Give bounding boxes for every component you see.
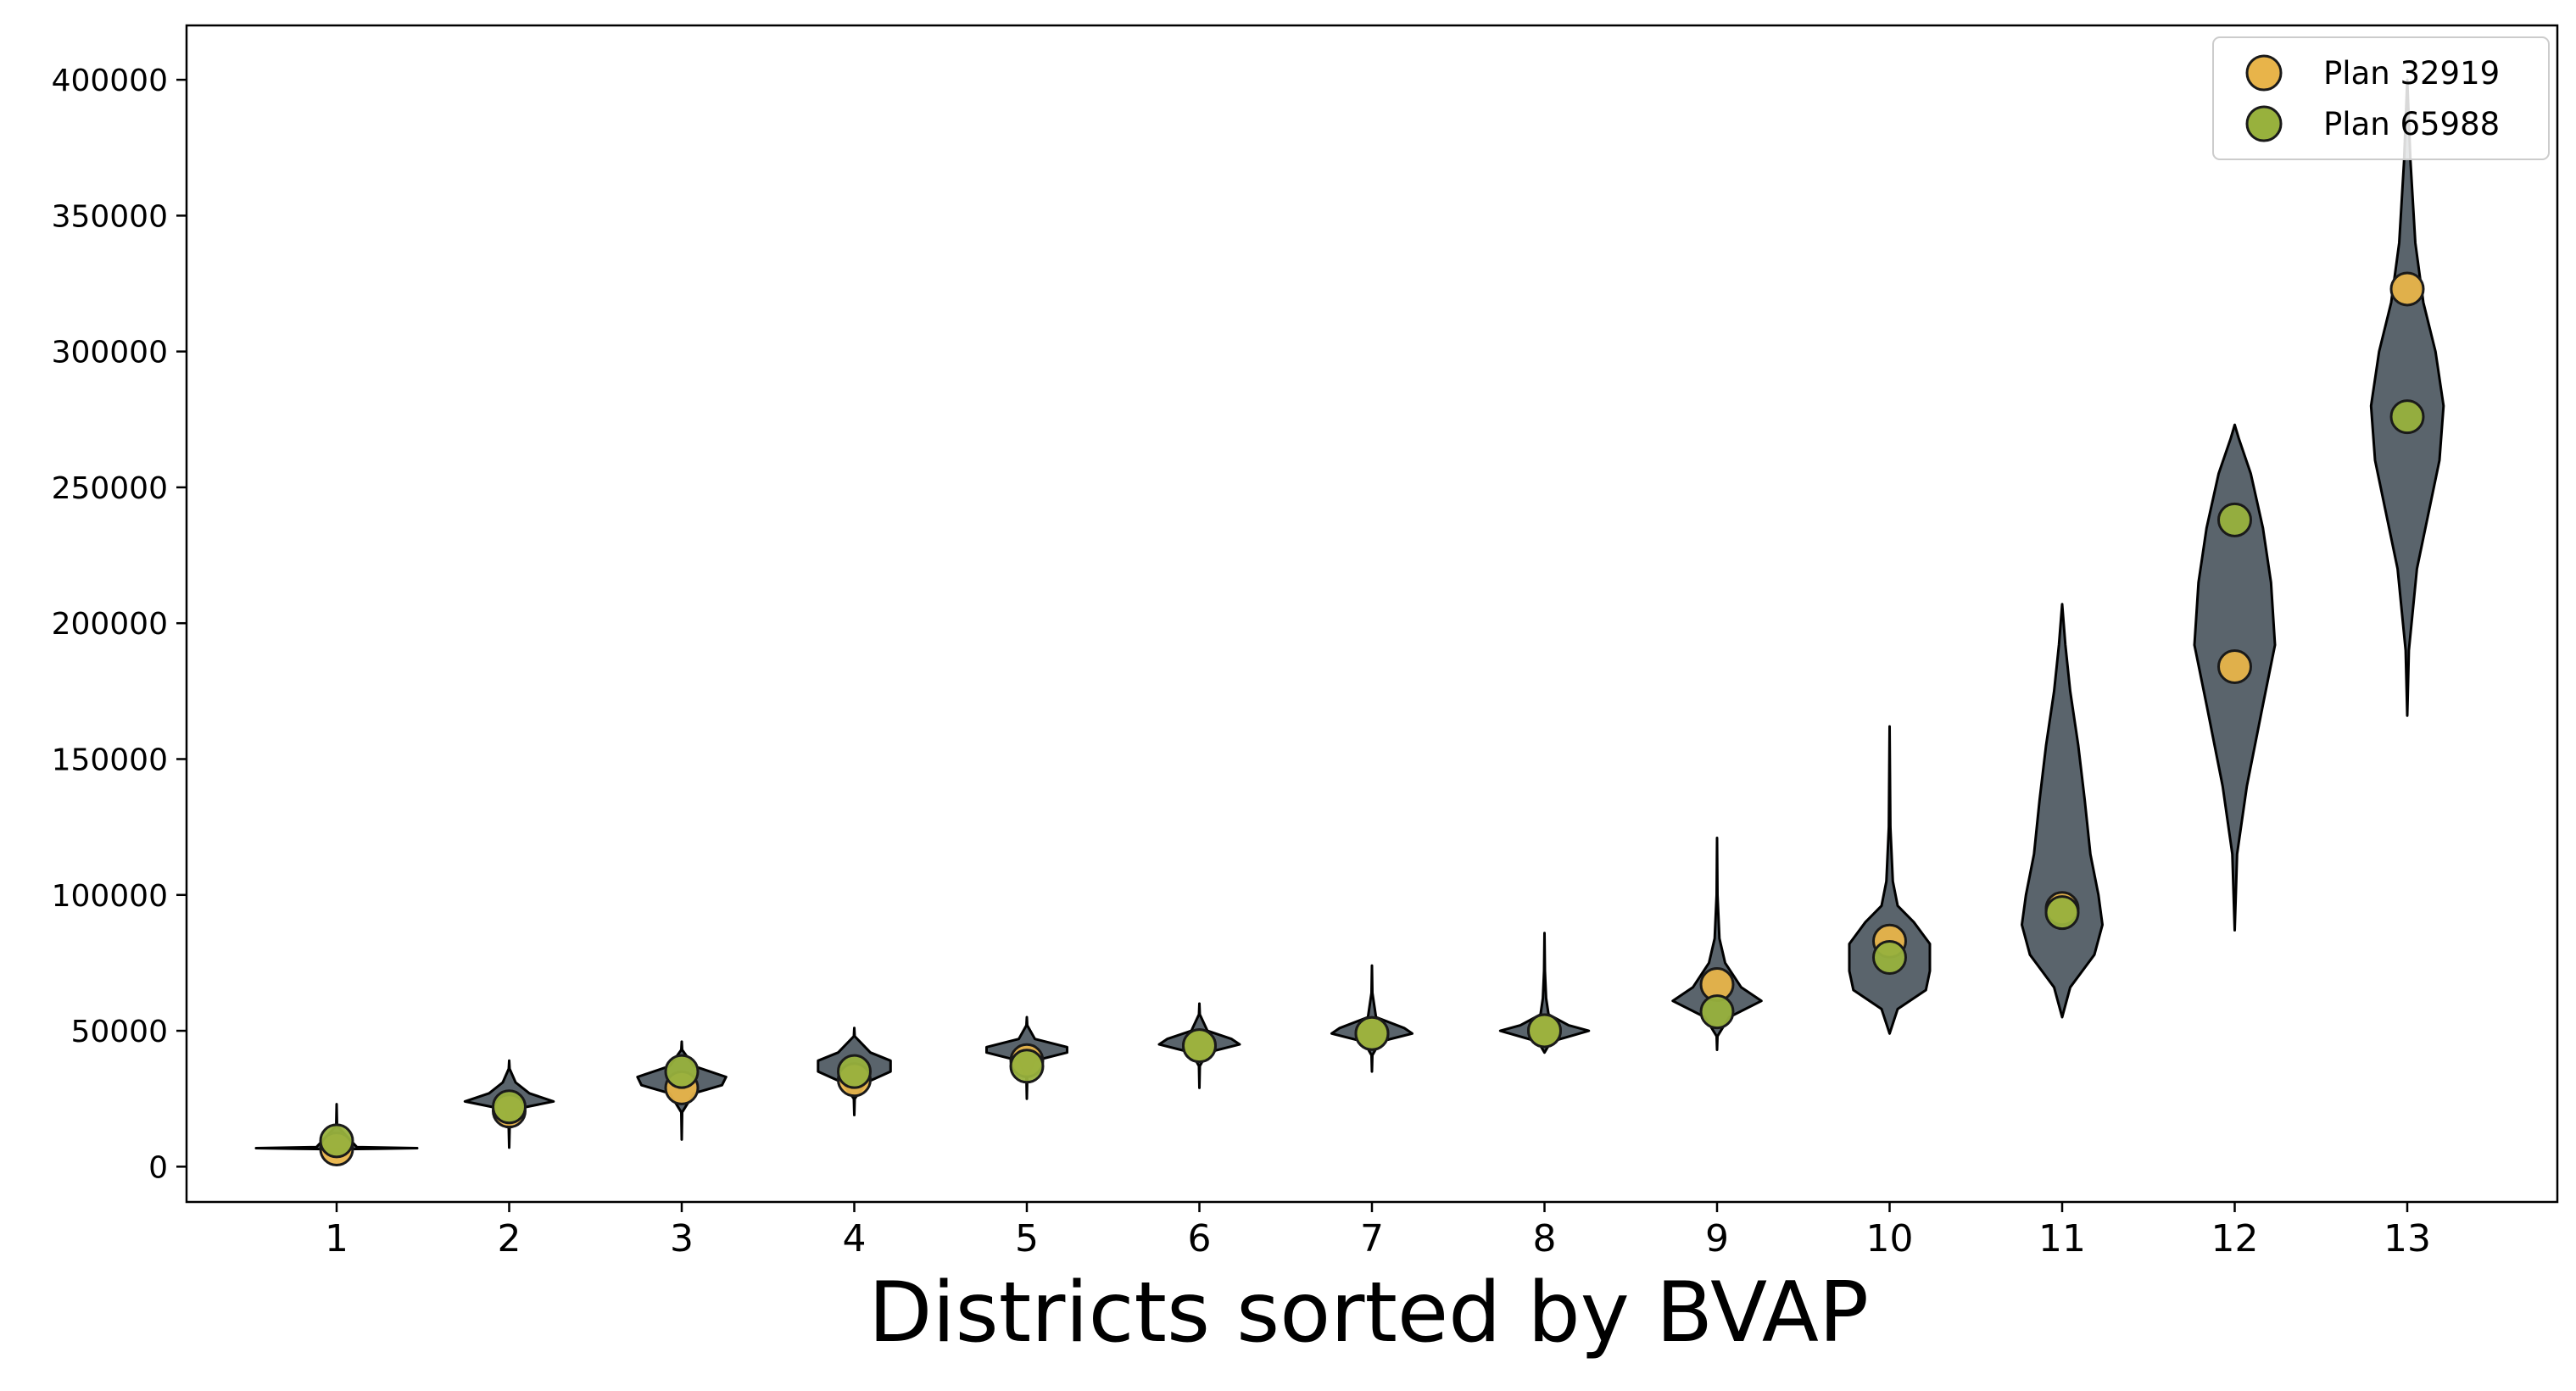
point-plan-b-district-10 bbox=[1872, 940, 1907, 976]
point-plan-b-district-4 bbox=[837, 1054, 872, 1089]
violin-district-9 bbox=[1671, 837, 1763, 1051]
legend-label: Plan 32919 bbox=[2323, 55, 2500, 92]
x-tick-label: 10 bbox=[1866, 1217, 1914, 1260]
violin-district-13 bbox=[2369, 78, 2445, 717]
y-tick-label: 400000 bbox=[52, 64, 168, 98]
x-tick-label: 8 bbox=[1533, 1217, 1557, 1260]
x-tick-label: 11 bbox=[2038, 1217, 2086, 1260]
y-tick-label: 0 bbox=[148, 1150, 168, 1185]
violin-layer bbox=[254, 78, 2445, 1151]
legend: Plan 32919 Plan 65988 bbox=[2212, 36, 2550, 160]
point-plan-b-district-3 bbox=[664, 1054, 700, 1089]
point-plan-a-district-12 bbox=[2217, 649, 2252, 685]
x-tick-label: 9 bbox=[1705, 1217, 1729, 1260]
x-axis: 1 2 3 4 5 6 7 8 9 10 11 12 13 bbox=[325, 1202, 2431, 1260]
x-tick-label: 4 bbox=[843, 1217, 867, 1260]
point-plan-b-district-2 bbox=[492, 1089, 527, 1125]
point-plan-b-district-9 bbox=[1699, 994, 1735, 1030]
x-tick-label: 3 bbox=[670, 1217, 694, 1260]
x-tick-label: 5 bbox=[1015, 1217, 1039, 1260]
point-plan-b-district-7 bbox=[1354, 1015, 1390, 1051]
y-tick-label: 100000 bbox=[52, 879, 168, 914]
legend-box bbox=[2212, 36, 2550, 160]
point-plan-b-district-11 bbox=[2044, 895, 2080, 931]
point-plan-b-district-1 bbox=[319, 1123, 354, 1159]
point-plan-b-district-6 bbox=[1182, 1028, 1217, 1064]
x-tick-label: 1 bbox=[325, 1217, 348, 1260]
x-tick-label: 2 bbox=[498, 1217, 521, 1260]
legend-marker-plan-a bbox=[2245, 54, 2283, 92]
point-plan-a-district-13 bbox=[2389, 271, 2425, 307]
y-tick-label: 350000 bbox=[52, 199, 168, 234]
point-plan-b-district-12 bbox=[2217, 502, 2252, 537]
violin-district-11 bbox=[2021, 603, 2104, 1019]
x-tick-label: 6 bbox=[1188, 1217, 1212, 1260]
x-tick-label: 12 bbox=[2211, 1217, 2259, 1260]
x-axis-label: Districts sorted by BVAP bbox=[868, 1265, 1869, 1361]
y-tick-label: 50000 bbox=[70, 1015, 168, 1049]
x-tick-label: 7 bbox=[1360, 1217, 1384, 1260]
point-plan-b-district-5 bbox=[1009, 1049, 1045, 1084]
violin-district-10 bbox=[1848, 725, 1932, 1035]
y-tick-label: 300000 bbox=[52, 336, 168, 370]
x-tick-label: 13 bbox=[2384, 1217, 2431, 1260]
y-tick-label: 200000 bbox=[52, 607, 168, 642]
legend-label: Plan 65988 bbox=[2323, 106, 2500, 142]
y-axis: 0 50000 100000 150000 200000 250000 300000 3500… bbox=[52, 64, 187, 1185]
point-layer bbox=[319, 271, 2425, 1166]
y-tick-label: 150000 bbox=[52, 743, 168, 777]
point-plan-b-district-8 bbox=[1527, 1013, 1562, 1049]
point-plan-b-district-13 bbox=[2389, 399, 2425, 435]
y-tick-label: 250000 bbox=[52, 471, 168, 506]
legend-marker-plan-b bbox=[2245, 105, 2283, 142]
violin-district-8 bbox=[1498, 932, 1591, 1054]
